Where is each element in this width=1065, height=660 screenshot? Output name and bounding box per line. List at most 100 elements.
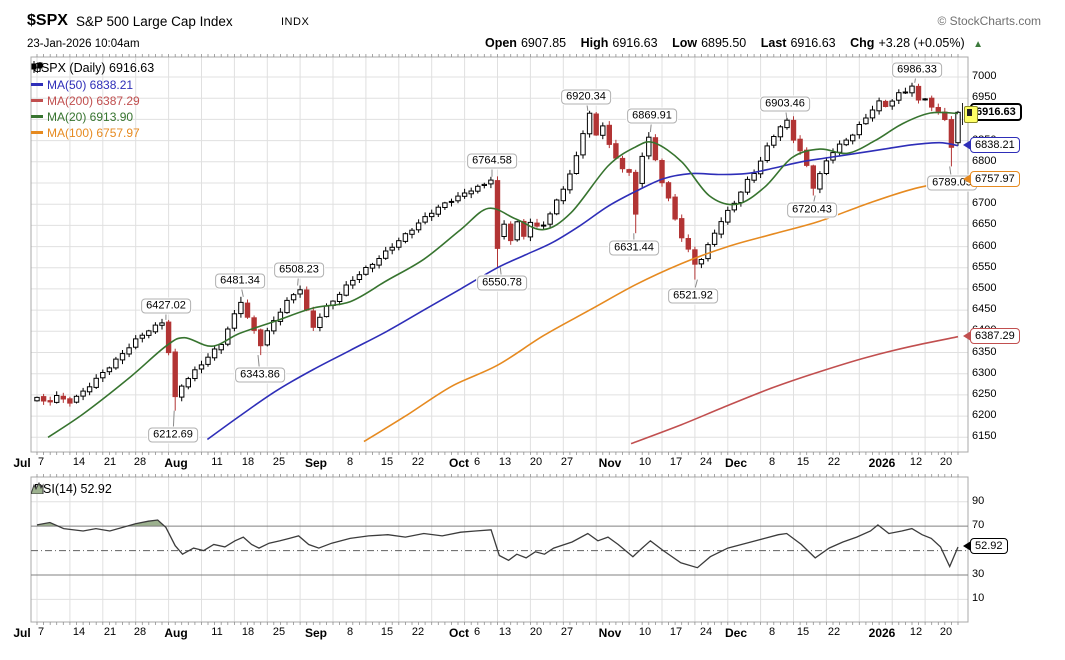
x-axis-label: 12 [909, 456, 923, 468]
price-flag-icon [962, 103, 978, 125]
y-axis-label: 6800 [972, 154, 997, 167]
x-axis-label: 6 [473, 456, 481, 468]
rsi-line [36, 519, 959, 569]
x-axis-label-bottom: 20 [529, 626, 543, 638]
axis-tick-marks [36, 54, 959, 625]
y-axis-label: 6350 [972, 345, 997, 358]
main-legend-title: $SPX (Daily) 6916.63 [34, 61, 155, 75]
x-axis-label-bottom: Sep [304, 626, 328, 640]
x-axis-label: 8 [768, 456, 776, 468]
x-axis-label: 27 [560, 456, 574, 468]
ma-line-ma200 [630, 335, 959, 445]
y-axis-label: 6300 [972, 366, 997, 379]
x-axis-label-bottom: 21 [103, 626, 117, 638]
price-annotation: 6550.78 [477, 275, 527, 291]
x-axis-label: Jul [13, 456, 31, 470]
credit-link[interactable]: © StockCharts.com [937, 14, 1041, 28]
x-axis-label-bottom: 20 [939, 626, 953, 638]
axis-price-tag: 6757.97 [963, 170, 1020, 187]
x-axis-label-bottom: 2026 [868, 626, 896, 640]
price-annotation: 6343.86 [235, 367, 285, 383]
x-axis-label-bottom: Jul [13, 626, 31, 640]
chart-datetime: 23-Jan-2026 10:04am [27, 38, 140, 50]
high-value: 6916.63 [612, 36, 658, 50]
open-label: Open [485, 36, 517, 50]
y-axis-label: 6950 [972, 91, 997, 104]
y-axis-label: 7000 [972, 70, 997, 82]
rsi-legend-title: RSI(14) 52.92 [34, 482, 112, 496]
y-axis-label: 6600 [972, 239, 997, 252]
y-axis-label: 6200 [972, 409, 997, 422]
x-axis-label-bottom: 22 [827, 626, 841, 638]
axis-price-tag: 52.92 [963, 538, 1008, 554]
price-annotation: 6920.34 [561, 89, 611, 105]
x-axis-label: 24 [699, 456, 713, 468]
x-axis-label: 14 [72, 456, 86, 468]
quote-stats: Open 6907.85 High 6916.63 Low 6895.50 Last 6… [485, 36, 983, 50]
price-annotation: 6764.58 [467, 153, 517, 169]
page-title: S&P 500 Large Cap Index [76, 14, 233, 29]
rsi-legend: RSI(14) 52.92 [31, 482, 112, 496]
x-axis-label: 2026 [868, 456, 896, 470]
x-axis-label: 10 [638, 456, 652, 468]
price-annotation: 6508.23 [274, 262, 324, 278]
x-axis-label-bottom: 18 [241, 626, 255, 638]
y-axis-label: 6550 [972, 260, 997, 273]
legend-swatch-icon [31, 115, 43, 119]
x-axis-label-bottom: 12 [909, 626, 923, 638]
x-axis-label: 11 [211, 456, 223, 468]
last-value: 6916.63 [790, 36, 836, 50]
x-axis-label-bottom: 8 [346, 626, 354, 638]
tag-notch-icon [963, 173, 971, 184]
x-axis-label-bottom: Oct [448, 626, 470, 640]
chg-value: +3.28 (+0.05%) [878, 36, 965, 50]
x-axis-label-bottom: 10 [638, 626, 652, 638]
ma-line-ma20 [47, 111, 959, 438]
x-axis-label-bottom: 15 [796, 626, 810, 638]
x-axis-label: 8 [346, 456, 354, 468]
x-axis-label: 15 [796, 456, 810, 468]
legend-item-ma50: MA(50) 6838.21 [31, 78, 133, 92]
symbol: $SPX [27, 12, 68, 29]
x-axis-label-bottom: 15 [380, 626, 394, 638]
x-axis-label-bottom: 6 [473, 626, 481, 638]
low-label: Low [672, 36, 698, 50]
x-axis-label: Sep [304, 456, 328, 470]
x-axis-label: 17 [669, 456, 683, 468]
legend-item-label: MA(20) 6913.90 [47, 110, 134, 124]
price-annotation: 6521.92 [668, 288, 718, 304]
x-axis-label-bottom: Dec [724, 626, 748, 640]
x-axis-label-bottom: 25 [272, 626, 286, 638]
x-axis-label: Dec [724, 456, 748, 470]
x-axis-label-bottom: 7 [37, 626, 45, 638]
x-axis-label-bottom: 24 [699, 626, 713, 638]
legend-item-ma100: MA(100) 6757.97 [31, 126, 140, 140]
ma-line-ma50 [206, 141, 959, 441]
x-axis-label: 21 [103, 456, 117, 468]
x-axis-label: Nov [598, 456, 622, 470]
price-annotation: 6986.33 [892, 62, 942, 78]
y-axis-label: 6650 [972, 218, 997, 231]
y-axis-label: 6700 [972, 197, 997, 210]
rsi-axis-label: 30 [972, 568, 985, 580]
legend-swatch-icon [31, 99, 43, 103]
tag-notch-icon [963, 330, 971, 341]
x-axis-label: 20 [529, 456, 543, 468]
legend-swatch-icon [31, 83, 43, 87]
main-plot-border [30, 56, 969, 453]
y-axis-label: 6150 [972, 430, 997, 443]
x-axis-label-bottom: Nov [598, 626, 622, 640]
ma-line-ma100 [363, 178, 959, 443]
open-value: 6907.85 [520, 36, 567, 50]
legend-item-label: MA(200) 6387.29 [47, 94, 140, 108]
x-axis-label-bottom: 13 [498, 626, 512, 638]
x-axis-label: 15 [380, 456, 394, 468]
tag-notch-icon [963, 541, 971, 551]
legend-item-label: MA(50) 6838.21 [47, 78, 134, 92]
last-label: Last [760, 36, 787, 50]
x-axis-label-bottom: 27 [560, 626, 574, 638]
exchange-label: INDX [281, 16, 310, 28]
legend-swatch-icon [31, 131, 43, 135]
